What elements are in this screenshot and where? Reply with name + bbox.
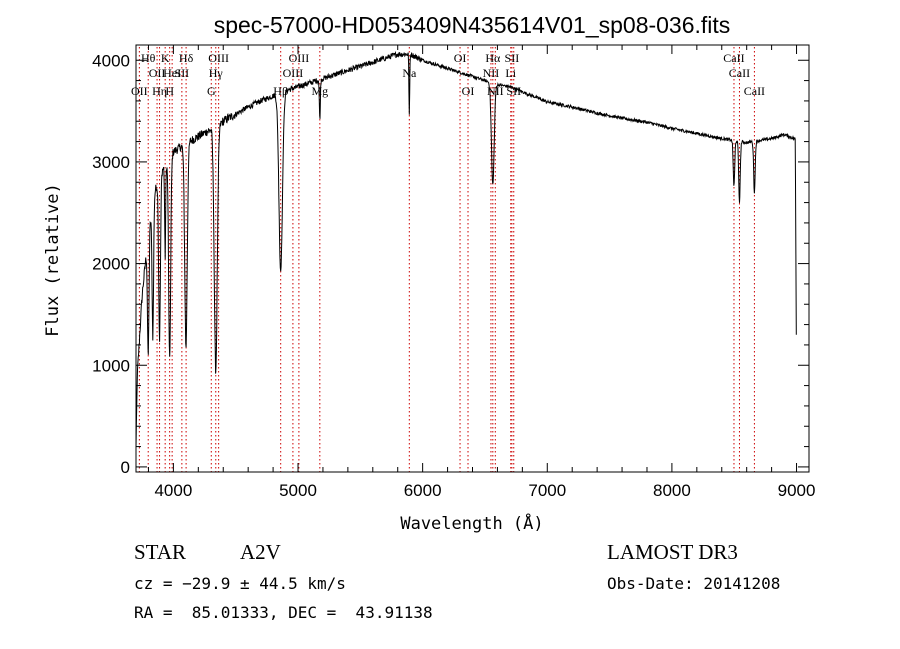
line-marker-label: Hη: [152, 84, 167, 98]
spectrum-line: [135, 50, 797, 449]
line-marker-label: OI: [454, 51, 467, 65]
line-marker-label: CaII: [723, 51, 744, 65]
line-marker-label: OI: [462, 84, 475, 98]
x-tick-label: 5000: [279, 481, 317, 500]
line-marker-label: NII: [487, 84, 504, 98]
line-markers: [138, 47, 755, 472]
y-tick-label: 1000: [92, 356, 130, 375]
line-marker-label: HeI: [163, 66, 181, 80]
y-tick-label: 2000: [92, 255, 130, 274]
y-tick-label: 3000: [92, 153, 130, 172]
line-marker-label: Li: [505, 66, 516, 80]
line-marker-label: OIII: [289, 51, 310, 65]
line-marker-labels: OIIHθOIIHηKHHeISIIHδGHγOIIIHβOIIIOIIIMgN…: [131, 51, 765, 98]
line-marker-label: Hδ: [179, 51, 194, 65]
line-marker-label: OIII: [283, 66, 304, 80]
line-marker-label: OII: [131, 84, 148, 98]
line-marker-label: SII: [505, 51, 520, 65]
line-marker-label: OII: [149, 66, 166, 80]
line-marker-label: Mg: [311, 84, 328, 98]
line-marker-label: Hθ: [141, 51, 156, 65]
line-marker-label: G: [207, 84, 216, 98]
object-subclass: A2V: [240, 540, 281, 564]
line-marker-label: SII: [175, 66, 190, 80]
x-tick-label: 4000: [154, 481, 192, 500]
x-tick-label: 7000: [528, 481, 566, 500]
line-marker-label: K: [161, 51, 170, 65]
line-marker-label: CaII: [744, 84, 765, 98]
line-marker-label: Hβ: [273, 84, 288, 98]
object-class: STAR: [134, 540, 186, 564]
x-tick-label: 6000: [404, 481, 442, 500]
y-tick-label: 4000: [92, 51, 130, 70]
line-marker-label: Hα: [485, 51, 501, 65]
y-axis-label: Flux (relative): [43, 183, 63, 337]
line-marker-label: CaII: [729, 66, 750, 80]
line-marker-label: NII: [483, 66, 500, 80]
x-axis-label: Wavelength (Å): [400, 512, 543, 534]
survey-name: LAMOST DR3: [607, 540, 738, 564]
sky-coordinates: RA = 85.01333, DEC = 43.91138: [134, 603, 433, 622]
x-tick-label: 9000: [778, 481, 816, 500]
line-marker-label: OIII: [208, 51, 229, 65]
x-tick-label: 8000: [653, 481, 691, 500]
y-tick-label: 0: [121, 458, 130, 477]
line-marker-label: H: [165, 84, 174, 98]
observation-date: Obs-Date: 20141208: [607, 574, 781, 593]
y-axis-ticks: 0 1000 2000 3000 4000: [92, 51, 809, 477]
line-marker-label: Hγ: [209, 66, 224, 80]
plot-frame: [135, 44, 810, 473]
chart-title: spec-57000-HD053409N435614V01_sp08-036.f…: [214, 12, 731, 38]
x-axis-ticks: 4000 5000 6000 7000 8000 9000: [147, 45, 816, 500]
redshift-cz: cz = −29.9 ± 44.5 km/s: [134, 574, 346, 593]
